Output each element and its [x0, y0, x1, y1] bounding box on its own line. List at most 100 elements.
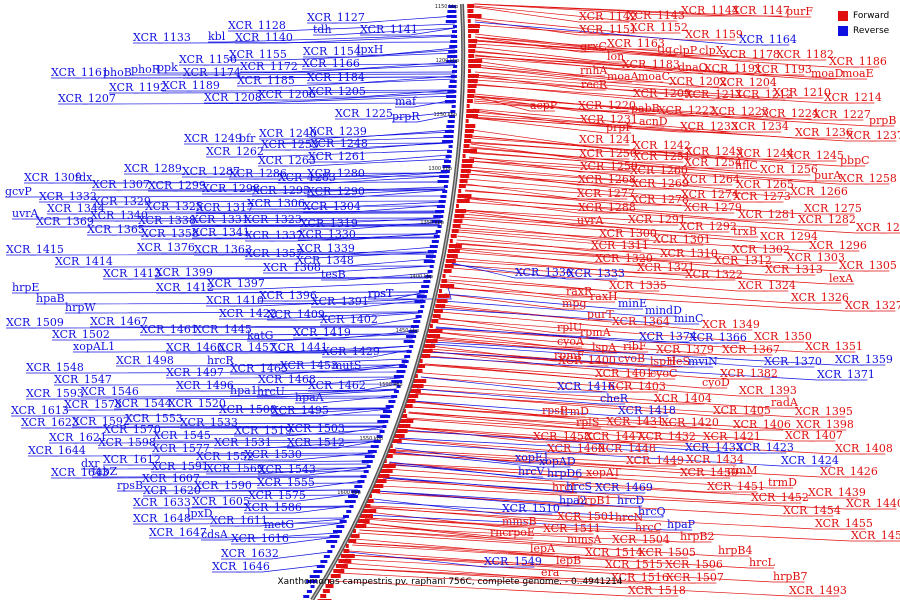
gene-label[interactable]: XCR_1371 — [817, 368, 875, 381]
gene-label[interactable]: XCR_1341 — [192, 226, 250, 239]
gene-label[interactable]: XCR_1399 — [155, 266, 213, 279]
gene-label[interactable]: XCR_1458 — [533, 430, 591, 443]
gene-label[interactable]: XCR_1305 — [839, 259, 897, 272]
gene-label[interactable]: XCR_1351 — [805, 340, 863, 353]
gene-label[interactable]: XCR_1369 — [36, 215, 94, 228]
gene-label[interactable]: XCR_1368 — [263, 261, 321, 274]
gene-label[interactable]: XCR_1324 — [738, 279, 796, 292]
gene-label[interactable]: minE — [618, 297, 647, 310]
gene-label[interactable]: XCR_1319 — [300, 217, 358, 230]
gene-label[interactable]: XCR_1186 — [829, 55, 887, 68]
gene-label[interactable]: XCR_1234 — [731, 120, 789, 133]
gene-label[interactable]: lspH — [650, 355, 676, 368]
gene-label[interactable]: moaD — [811, 67, 844, 80]
gene-label[interactable]: XCR_1456 — [851, 529, 900, 542]
gene-label[interactable]: XCR_1441 — [270, 341, 328, 354]
gene-label[interactable]: XCR_1510 — [502, 502, 560, 515]
gene-label[interactable]: XCR_1515 — [605, 558, 663, 571]
gene-label[interactable]: XCR_1620 — [143, 484, 201, 497]
gene-label[interactable]: XCR_1467 — [90, 315, 148, 328]
gene-label[interactable]: XCR_1421 — [703, 430, 761, 443]
gene-label[interactable]: XCR_1155 — [229, 48, 287, 61]
gene-label[interactable]: XCR_1404 — [654, 392, 712, 405]
gene-label[interactable]: lexA — [829, 272, 854, 285]
gene-label[interactable]: XCR_1258 — [839, 172, 897, 185]
gene-label[interactable]: XCR_1222 — [658, 104, 716, 117]
gene-label[interactable]: XCR_1202 — [669, 75, 727, 88]
gene-label[interactable]: XCR_1294 — [760, 230, 818, 243]
gene-label[interactable]: XCR_1331 — [191, 213, 249, 226]
gene-label[interactable]: XCR_1152 — [630, 21, 688, 34]
gene-label[interactable]: XCR_1244 — [736, 147, 794, 160]
gene-label[interactable]: XCR_1401 — [595, 367, 653, 380]
gene-label[interactable]: XCR_1395 — [795, 405, 853, 418]
gene-label[interactable]: XCR_1332 — [39, 190, 97, 203]
gene-label[interactable]: XCR_1570 — [103, 423, 161, 436]
gene-label[interactable]: cyoC — [650, 367, 677, 380]
gene-label[interactable]: XCR_1503 — [287, 422, 345, 435]
gene-label[interactable]: XCR_1210 — [773, 86, 831, 99]
gene-label[interactable]: trxB — [733, 225, 757, 238]
gene-label[interactable]: XCR_1612 — [103, 453, 161, 466]
gene-label[interactable]: mindD — [645, 304, 682, 317]
gene-label[interactable]: XCR_1396 — [259, 289, 317, 302]
gene-label[interactable]: minC — [674, 312, 703, 325]
gene-label[interactable]: XCR_1327 — [845, 299, 900, 312]
gene-label[interactable]: XCR_1285 — [856, 221, 900, 234]
gene-label[interactable]: XCR_1336 — [515, 266, 573, 279]
gene-label[interactable]: XCR_1498 — [116, 354, 174, 367]
gene-label[interactable]: acpP — [530, 99, 558, 112]
gene-label[interactable]: grxC — [580, 40, 607, 53]
gene-label[interactable]: XCR_1434 — [686, 453, 744, 466]
gene-label[interactable]: XCR_1304 — [303, 200, 361, 213]
gene-label[interactable]: XCR_1466 — [166, 341, 224, 354]
gene-label[interactable]: moaC — [638, 70, 670, 83]
gene-label[interactable]: ppk — [157, 61, 178, 74]
gene-label[interactable]: XCR_1420 — [661, 416, 719, 429]
gene-label[interactable]: fabZ — [92, 465, 118, 478]
gene-label[interactable]: mmsA — [567, 533, 603, 546]
gene-label[interactable]: XCR_1455 — [815, 517, 873, 530]
gene-label[interactable]: XCR_1326 — [791, 291, 849, 304]
gene-label[interactable]: trmD — [768, 476, 797, 489]
gene-label[interactable]: XCR_1154 — [303, 45, 361, 58]
gene-label[interactable]: XCR_1242 — [633, 139, 691, 152]
gene-label[interactable]: XCR_1431 — [606, 415, 664, 428]
gene-label[interactable]: lon — [607, 50, 624, 63]
gene-label[interactable]: cdsA — [201, 528, 229, 541]
gene-label[interactable]: katG — [247, 329, 273, 342]
gene-label[interactable]: XCR_1408 — [835, 442, 893, 455]
gene-label[interactable]: mutS — [332, 359, 361, 372]
gene-label[interactable]: purT — [587, 308, 614, 321]
gene-label[interactable]: XCR_1166 — [302, 57, 360, 70]
gene-label[interactable]: rimM — [727, 464, 757, 477]
gene-label[interactable]: hrcD — [617, 494, 645, 507]
gene-label[interactable]: XCR_1465 — [230, 362, 288, 375]
gene-label[interactable]: XCR_1344 — [47, 202, 105, 215]
gene-label[interactable]: XCR_1311 — [591, 239, 649, 252]
gene-label[interactable]: XCR_1260 — [630, 164, 688, 177]
gene-label[interactable]: XCR_1452 — [751, 491, 809, 504]
gene-label[interactable]: XCR_1204 — [719, 76, 777, 89]
gene-label[interactable]: prpR — [392, 110, 420, 123]
gene-label[interactable]: XCR_1349 — [702, 318, 760, 331]
gene-label[interactable]: XCR_1468 — [258, 373, 316, 386]
gene-label[interactable]: XCR_1142 — [579, 10, 637, 23]
gene-label[interactable]: XCR_1543 — [258, 463, 316, 476]
gene-label[interactable]: XCR_1400 — [558, 354, 616, 367]
gene-label[interactable]: XCR_1307 — [92, 178, 150, 191]
gene-label[interactable]: XCR_1192 — [109, 81, 167, 94]
gene-label[interactable]: XCR_1301 — [653, 233, 711, 246]
gene-label[interactable]: mpg — [562, 297, 587, 310]
gene-label[interactable]: XCR_1449 — [626, 454, 684, 467]
gene-label[interactable]: XCR_1287 — [182, 165, 240, 178]
gene-label[interactable]: XCR_1496 — [176, 379, 234, 392]
gene-label[interactable]: XCR_1274 — [681, 188, 739, 201]
gene-label[interactable]: XCR_1144 — [681, 4, 739, 17]
gene-label[interactable]: raxR — [566, 285, 593, 298]
gene-label[interactable]: XCR_1414 — [55, 255, 113, 268]
gene-label[interactable]: XCR_1278 — [631, 193, 689, 206]
gene-label[interactable]: purF — [786, 5, 813, 18]
gene-label[interactable]: XCR_1273 — [733, 190, 791, 203]
gene-label[interactable]: hflC — [735, 159, 758, 172]
